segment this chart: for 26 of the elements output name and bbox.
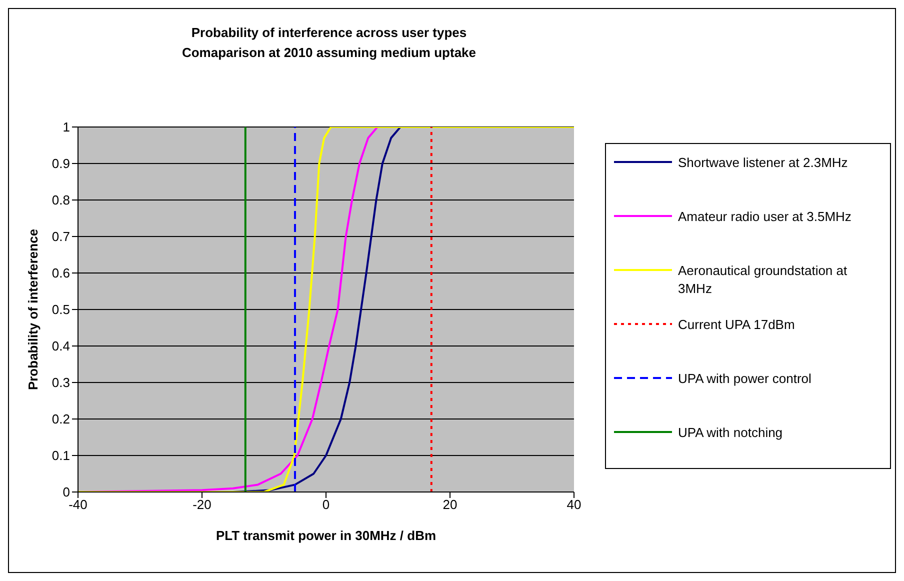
- y-tick-label: 0: [62, 484, 70, 500]
- y-tick-label: 0.5: [52, 302, 70, 318]
- x-axis-title: PLT transmit power in 30MHz / dBm: [216, 528, 436, 543]
- x-tick-label: -40: [68, 497, 88, 512]
- y-tick-label: 0.2: [52, 412, 70, 427]
- y-tick-label: 0.9: [52, 156, 70, 172]
- x-tick-label: 20: [442, 497, 458, 512]
- legend-label: Shortwave listener at 2.3MHz: [678, 154, 849, 172]
- y-tick-label: 0.1: [52, 448, 70, 464]
- x-tick-label: 0: [322, 497, 330, 512]
- y-axis-title: Probability of interference: [26, 228, 41, 390]
- y-tick-label: 0.4: [52, 338, 70, 354]
- y-tick-label: 0.3: [52, 375, 70, 390]
- y-tick-label: 0.7: [52, 229, 70, 244]
- legend-label: UPA with notching: [678, 424, 784, 442]
- chart-subtitle: Comaparison at 2010 assuming medium uptake: [180, 44, 478, 62]
- legend-label: Amateur radio user at 3.5MHz: [678, 208, 852, 226]
- legend-label: Aeronautical groundstation at 3MHz: [678, 262, 848, 298]
- y-tick-label: 0.8: [52, 192, 70, 208]
- y-tick-label: 1: [62, 120, 70, 135]
- chart-title: Probability of interference across user types: [190, 24, 468, 42]
- legend-label: UPA with power control: [678, 370, 812, 388]
- y-tick-label: 0.6: [52, 266, 70, 281]
- legend-label: Current UPA 17dBm: [678, 316, 796, 334]
- x-tick-label: 40: [566, 497, 582, 512]
- x-tick-label: -20: [192, 497, 212, 512]
